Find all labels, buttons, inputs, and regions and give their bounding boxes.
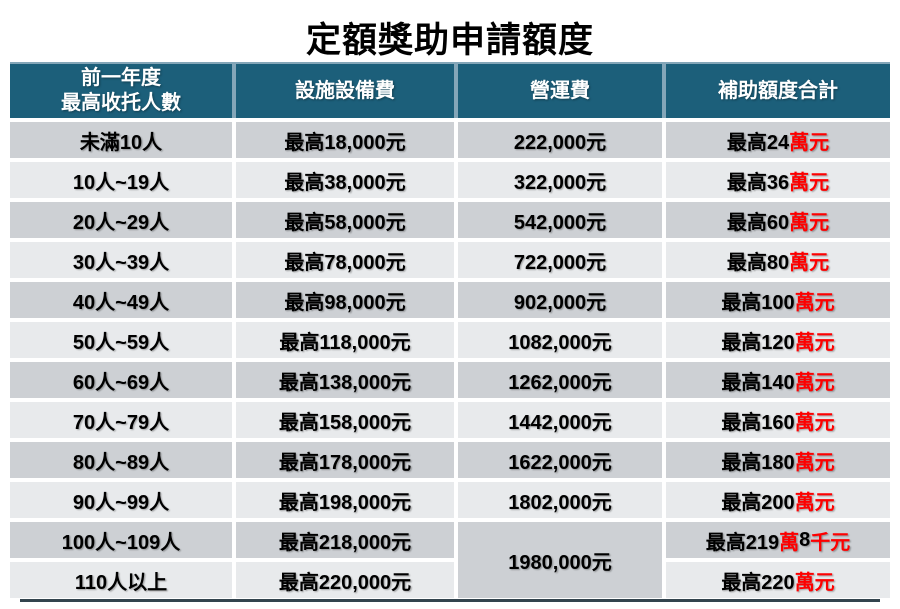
facility-fee-cell: 最高220,000元 bbox=[236, 562, 454, 598]
subsidy-segment-red: 萬 bbox=[779, 531, 800, 554]
capacity-cell: 80人~89人 bbox=[10, 442, 232, 478]
capacity-cell: 20人~29人 bbox=[10, 202, 232, 238]
subsidy-segment-red: 萬元 bbox=[794, 371, 835, 394]
subsidy-segment-red: 萬元 bbox=[794, 331, 835, 354]
subsidy-total-cell: 最高160 萬元 bbox=[666, 402, 890, 438]
subsidy-total-cell: 最高200 萬元 bbox=[666, 482, 890, 518]
subsidy-segment-red: 萬元 bbox=[794, 491, 835, 514]
header-operating-fee: 營運費 bbox=[458, 64, 662, 118]
subsidy-segment: 最高200 bbox=[721, 491, 795, 514]
subsidy-segment-red: 萬元 bbox=[794, 291, 835, 314]
operating-fee-cell: 1082,000元 bbox=[458, 322, 662, 358]
facility-fee-cell: 最高198,000元 bbox=[236, 482, 454, 518]
subsidy-total-cell: 最高120 萬元 bbox=[666, 322, 890, 358]
facility-fee-cell: 最高218,000元 bbox=[236, 522, 454, 558]
subsidy-segment: 最高24 bbox=[726, 131, 790, 154]
subsidy-segment: 最高60 bbox=[726, 211, 790, 234]
capacity-cell: 未滿10人 bbox=[10, 122, 232, 158]
operating-fee-cell: 722,000元 bbox=[458, 242, 662, 278]
table-header-row: 前一年度最高收托人數 設施設備費 營運費 補助額度合計 bbox=[10, 62, 890, 118]
capacity-cell: 90人~99人 bbox=[10, 482, 232, 518]
capacity-cell: 70人~79人 bbox=[10, 402, 232, 438]
capacity-cell: 100人~109人 bbox=[10, 522, 232, 558]
subsidy-total-cell: 最高100 萬元 bbox=[666, 282, 890, 318]
page-title: 定額獎助申請額度 bbox=[305, 21, 594, 60]
subsidy-segment: 最高219 bbox=[705, 531, 780, 554]
facility-fee-cell: 最高18,000元 bbox=[236, 122, 454, 158]
capacity-cell: 10人~19人 bbox=[10, 162, 232, 198]
subsidy-segment-red: 萬元 bbox=[789, 131, 830, 154]
subsidy-segment: 最高180 bbox=[721, 451, 795, 474]
subsidy-segment-red: 萬元 bbox=[789, 211, 830, 234]
facility-fee-cell: 最高38,000元 bbox=[236, 162, 454, 198]
subsidy-segment-red: 萬元 bbox=[789, 251, 830, 274]
capacity-cell: 110人以上 bbox=[10, 562, 232, 598]
subsidy-total-cell: 最高24 萬元 bbox=[666, 122, 890, 158]
operating-fee-cell: 222,000元 bbox=[458, 122, 662, 158]
subsidy-segment-red: 萬元 bbox=[789, 171, 830, 194]
facility-fee-cell: 最高58,000元 bbox=[236, 202, 454, 238]
operating-fee-cell: 1622,000元 bbox=[458, 442, 662, 478]
subsidy-total-cell: 最高140 萬元 bbox=[666, 362, 890, 398]
subsidy-total-cell: 最高220 萬元 bbox=[666, 562, 890, 598]
capacity-cell: 30人~39人 bbox=[10, 242, 232, 278]
header-facility-fee: 設施設備費 bbox=[236, 64, 454, 118]
subsidy-segment: 最高220 bbox=[721, 571, 795, 594]
table-body: 未滿10人 最高18,000元 222,000元 最高24 萬元 10人~19人 … bbox=[10, 122, 890, 598]
header-subsidy-total: 補助額度合計 bbox=[666, 64, 890, 118]
subsidy-total-cell: 最高60 萬元 bbox=[666, 202, 890, 238]
facility-fee-cell: 最高178,000元 bbox=[236, 442, 454, 478]
subsidy-segment: 最高36 bbox=[726, 171, 790, 194]
subsidy-segment-red: 萬元 bbox=[794, 411, 835, 434]
capacity-cell: 50人~59人 bbox=[10, 322, 232, 358]
subsidy-total-cell: 最高219 萬 8 千元 bbox=[666, 522, 890, 558]
facility-fee-cell: 最高118,000元 bbox=[236, 322, 454, 358]
facility-fee-cell: 最高138,000元 bbox=[236, 362, 454, 398]
subsidy-segment: 最高80 bbox=[726, 251, 790, 274]
subsidy-segment: 最高160 bbox=[721, 411, 795, 434]
header-capacity-line2: 最高收托人數 bbox=[61, 92, 181, 114]
subsidy-total-cell: 最高80 萬元 bbox=[666, 242, 890, 278]
subsidy-total-cell: 最高180 萬元 bbox=[666, 442, 890, 478]
operating-fee-cell: 1262,000元 bbox=[458, 362, 662, 398]
operating-fee-cell: 322,000元 bbox=[458, 162, 662, 198]
table-bottom-border bbox=[20, 599, 880, 602]
facility-fee-cell: 最高78,000元 bbox=[236, 242, 454, 278]
capacity-cell: 40人~49人 bbox=[10, 282, 232, 318]
facility-fee-cell: 最高98,000元 bbox=[236, 282, 454, 318]
subsidy-segment: 最高100 bbox=[721, 291, 795, 314]
header-capacity: 前一年度最高收托人數 bbox=[10, 64, 232, 118]
operating-fee-cell: 902,000元 bbox=[458, 282, 662, 318]
operating-fee-cell: 1802,000元 bbox=[458, 482, 662, 518]
subsidy-segment-red: 萬元 bbox=[794, 451, 835, 474]
subsidy-segment: 8 bbox=[799, 528, 811, 551]
operating-fee-cell: 1442,000元 bbox=[458, 402, 662, 438]
facility-fee-cell: 最高158,000元 bbox=[236, 402, 454, 438]
operating-fee-cell: 542,000元 bbox=[458, 202, 662, 238]
subsidy-table: 前一年度最高收托人數 設施設備費 營運費 補助額度合計 未滿10人 最高18,0… bbox=[10, 62, 890, 602]
header-capacity-line1: 前一年度 bbox=[81, 67, 161, 89]
subsidy-total-cell: 最高36 萬元 bbox=[666, 162, 890, 198]
subsidy-segment: 最高140 bbox=[721, 371, 795, 394]
operating-fee-merged-cell: 1980,000元 bbox=[458, 522, 662, 598]
capacity-cell: 60人~69人 bbox=[10, 362, 232, 398]
subsidy-segment: 最高120 bbox=[721, 331, 795, 354]
subsidy-segment-red: 千元 bbox=[810, 531, 851, 554]
subsidy-segment-red: 萬元 bbox=[794, 571, 835, 594]
